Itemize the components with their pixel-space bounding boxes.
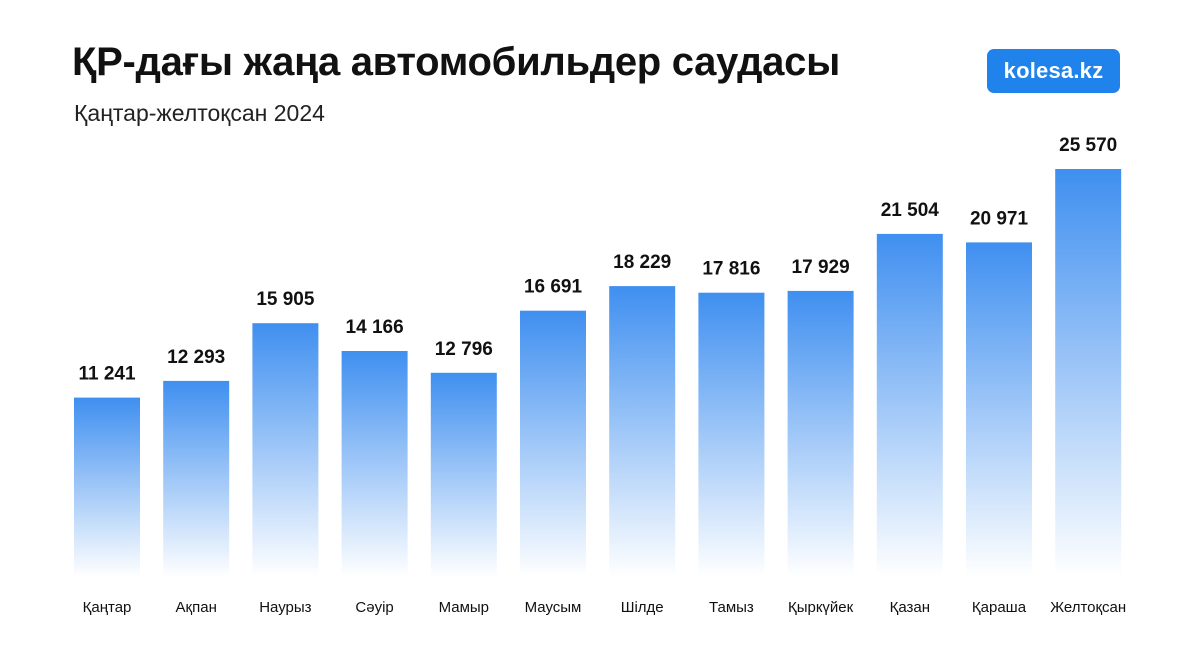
bar-2 (163, 380, 230, 577)
value-labels-group: 11 241 12 293 15 905 14 166 12 796 16 691 18 2… (78, 135, 1117, 385)
bar-value-label: 25 570 (1059, 135, 1117, 156)
x-tick-label: Тамыз (709, 599, 754, 616)
bar-11 (966, 242, 1032, 577)
bar-1 (74, 397, 140, 577)
chart-subtitle: Қаңтар-желтоқсан 2024 (74, 100, 325, 126)
x-tick-label: Наурыз (259, 599, 311, 616)
bar-value-label: 16 691 (524, 277, 583, 298)
bar-3 (252, 323, 319, 577)
x-tick-label: Сәуір (355, 599, 393, 616)
bar-6 (520, 310, 586, 577)
kolesa-logo: kolesa.kz (987, 49, 1120, 93)
x-tick-label: Қаңтар (83, 599, 132, 616)
x-tick-label: Маусым (525, 599, 582, 616)
x-tick-label: Қазан (890, 599, 930, 616)
bar-12 (1055, 169, 1122, 577)
bar-10 (876, 233, 943, 577)
x-tick-labels-group: Қаңтар Ақпан Наурыз Сәуір Мамыр Маусым Шілде Та… (83, 599, 1127, 616)
bar-value-label: 11 241 (78, 364, 135, 385)
bar-value-label: 12 293 (167, 347, 225, 368)
bars-group (74, 169, 1122, 577)
bar-value-label: 18 229 (613, 252, 671, 273)
bar-9 (787, 290, 854, 577)
bar-8 (698, 292, 765, 577)
bar-7 (609, 286, 676, 577)
bar-4 (341, 351, 408, 577)
bar-value-label: 17 816 (702, 259, 760, 280)
bar-value-label: 14 166 (346, 317, 404, 338)
bar-value-label: 12 796 (435, 339, 493, 360)
x-tick-label: Желтоқсан (1050, 599, 1126, 616)
bar-5 (430, 372, 497, 577)
x-tick-label: Шілде (621, 599, 664, 616)
x-tick-label: Мамыр (439, 599, 489, 616)
bar-value-label: 21 504 (881, 200, 940, 221)
x-tick-label: Қараша (972, 599, 1027, 616)
x-tick-label: Қыркүйек (788, 599, 854, 616)
chart-title: ҚР-дағы жаңа автомобильдер саудасы (72, 40, 840, 84)
bar-value-label: 17 929 (792, 257, 850, 278)
bar-value-label: 20 971 (970, 208, 1029, 229)
bar-value-label: 15 905 (256, 289, 315, 310)
x-tick-label: Ақпан (176, 599, 217, 616)
